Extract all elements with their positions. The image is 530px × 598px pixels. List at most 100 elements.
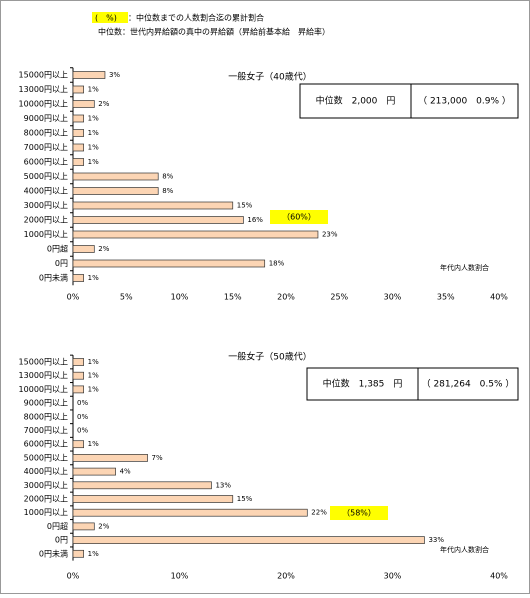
bar — [72, 71, 106, 79]
note-highlight: ( %) — [95, 14, 117, 23]
value-label: 8% — [162, 173, 173, 181]
median-detail: （ 281,264 0.5% ） — [422, 379, 515, 390]
value-label: 7% — [152, 454, 163, 462]
bar — [72, 187, 159, 195]
y-tick-label: 3000円以上 — [24, 201, 68, 210]
note-line: ：中位数までの人数割合迄の累計割合 — [128, 13, 264, 23]
value-label: 1% — [88, 129, 99, 137]
bar — [72, 454, 148, 462]
value-label: 3% — [109, 71, 120, 79]
bar — [72, 358, 84, 366]
median-value: 中位数 2,000 円 — [316, 95, 396, 107]
y-tick-label: 4000円以上 — [24, 187, 68, 196]
value-label: 15% — [237, 495, 253, 503]
value-label: 18% — [269, 260, 285, 268]
value-label: 1% — [88, 86, 99, 94]
x-tick-label: 0% — [67, 572, 80, 581]
value-label: 13% — [215, 481, 231, 489]
chart-title: 一般女子（40歳代） — [228, 71, 311, 83]
value-label: 1% — [88, 158, 99, 166]
value-label: 1% — [88, 358, 99, 366]
x-tick-label: 40% — [490, 572, 508, 581]
y-tick-label: 2000円以上 — [24, 216, 68, 225]
x-tick-label: 10% — [171, 293, 189, 302]
bar — [72, 85, 84, 94]
y-tick-label: 0円超 — [47, 244, 68, 254]
bar — [72, 158, 84, 166]
y-tick-label: 0円超 — [47, 521, 68, 531]
value-label: 23% — [322, 231, 338, 239]
y-tick-label: 8000円以上 — [24, 129, 68, 138]
bar — [72, 100, 95, 108]
median-box — [299, 83, 519, 119]
y-tick-label: 13000円以上 — [19, 85, 68, 94]
bar — [72, 508, 308, 517]
value-label: 1% — [88, 115, 99, 123]
value-label: 1% — [88, 144, 99, 152]
y-tick-label: 9000円以上 — [24, 114, 68, 123]
x-axis-label: 年代内人数割合 — [440, 545, 489, 554]
value-label: 1% — [88, 274, 99, 282]
annotation: （60%） — [282, 213, 316, 222]
y-tick-label: 6000円以上 — [24, 158, 68, 167]
value-label: 1% — [88, 372, 99, 380]
bar — [72, 114, 84, 123]
y-tick-label: 3000円以上 — [24, 481, 68, 490]
value-label: 1% — [88, 550, 99, 558]
bar — [72, 245, 95, 253]
median-box — [306, 367, 519, 401]
x-tick-label: 5% — [120, 293, 133, 302]
annotation-bg — [330, 506, 388, 520]
value-label: 0% — [77, 413, 88, 421]
x-tick-label: 30% — [384, 572, 402, 581]
bar — [72, 201, 234, 210]
bar — [72, 274, 84, 282]
y-tick-label: 8000円以上 — [24, 412, 68, 421]
bar — [72, 385, 84, 394]
highlight — [92, 12, 128, 23]
value-label: 2% — [98, 100, 109, 108]
y-tick-label: 7000円以上 — [24, 426, 68, 435]
y-tick-label: 9000円以上 — [24, 399, 68, 408]
y-tick-label: 15000円以上 — [19, 71, 68, 80]
bar — [72, 481, 212, 490]
x-tick-label: 20% — [277, 572, 295, 581]
bar — [72, 230, 319, 239]
y-tick-label: 1000円以上 — [24, 508, 68, 517]
x-axis-label: 年代内人数割合 — [440, 263, 489, 272]
annotation: （58%） — [342, 509, 376, 518]
y-tick-label: 5000円以上 — [24, 453, 68, 462]
bar — [72, 371, 84, 380]
x-tick-label: 15% — [224, 293, 242, 302]
bar — [72, 467, 116, 476]
value-label: 1% — [88, 440, 99, 448]
note-line: 中位数：世代内昇給額の真中の昇給額（昇給前基本給 昇給率） — [98, 27, 330, 37]
chart-title: 一般女子（50歳代） — [228, 351, 311, 363]
y-tick-label: 0円未満 — [39, 548, 68, 558]
value-label: 0% — [77, 427, 88, 435]
y-tick-label: 5000円以上 — [24, 172, 68, 181]
bar — [72, 440, 84, 449]
bar — [72, 216, 244, 224]
y-tick-label: 4000円以上 — [24, 467, 68, 476]
value-label: 2% — [98, 522, 109, 530]
value-label: 15% — [237, 202, 253, 210]
value-label: 8% — [162, 187, 173, 195]
bar — [72, 172, 159, 181]
x-tick-label: 10% — [171, 572, 189, 581]
value-label: 2% — [98, 245, 109, 253]
y-tick-label: 6000円以上 — [24, 440, 68, 449]
bar — [72, 143, 84, 152]
value-label: 1% — [88, 385, 99, 393]
y-tick-label: 0円未満 — [39, 273, 68, 283]
y-tick-label: 7000円以上 — [24, 143, 68, 152]
bar — [72, 259, 266, 268]
y-tick-label: 1000円以上 — [24, 230, 68, 239]
bar — [72, 495, 234, 503]
x-tick-label: 35% — [437, 293, 455, 302]
x-tick-label: 25% — [330, 293, 348, 302]
y-tick-label: 13000円以上 — [19, 371, 68, 380]
value-label: 4% — [120, 468, 131, 476]
value-label: 0% — [77, 399, 88, 407]
